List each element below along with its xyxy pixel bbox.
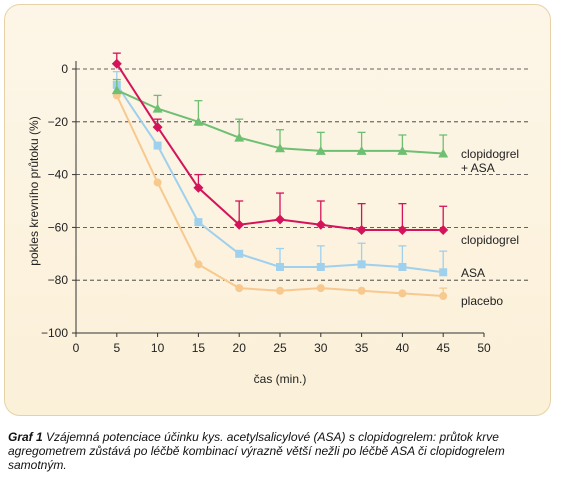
data-point [357, 286, 366, 295]
data-point [276, 263, 284, 271]
y-tick-label: −100 [41, 326, 68, 340]
data-point [316, 284, 325, 293]
chart-panel [4, 4, 551, 416]
x-tick-label: 5 [113, 341, 120, 355]
data-point [315, 219, 326, 230]
series-clopidogrel [111, 52, 449, 236]
x-tick-label: 50 [477, 341, 491, 355]
axes: 0 −20 −40 −60 −80 −100 0 5 10 15 20 25 30 35 40 45 50 [41, 61, 491, 355]
x-tick-label: 15 [192, 341, 206, 355]
grid-lines [76, 68, 530, 281]
data-point [398, 289, 407, 298]
chart: 0 −20 −40 −60 −80 −100 0 5 10 15 20 25 30 35 40 45 50 cl… [27, 52, 530, 386]
y-tick-label: 0 [61, 62, 68, 76]
data-point [398, 263, 407, 271]
series-label: ASA [461, 266, 485, 280]
data-point [193, 116, 204, 126]
caption-text: Vzájemná potenciace účinku kys. acetylsa… [8, 430, 505, 472]
data-point [234, 132, 245, 142]
data-point [315, 145, 326, 155]
data-point [193, 182, 204, 193]
x-axis-label: čas (min.) [254, 372, 307, 386]
x-tick-label: 25 [273, 341, 287, 355]
series-line [115, 84, 444, 274]
data-point [152, 103, 163, 113]
series-label: clopidogrel [461, 147, 519, 161]
data-point [234, 219, 245, 230]
data-point [397, 225, 408, 236]
data-point [276, 286, 284, 295]
y-tick-label: −40 [48, 168, 69, 182]
data-point [439, 292, 448, 301]
data-point [356, 145, 367, 155]
data-point [439, 268, 448, 277]
data-point [356, 225, 367, 236]
data-point [275, 143, 285, 153]
series-label: + ASA [461, 161, 495, 175]
x-tick-label: 40 [396, 341, 410, 355]
data-point [275, 214, 285, 225]
x-tick-label: 20 [233, 341, 247, 355]
data-point [111, 58, 122, 69]
x-tick-label: 10 [151, 341, 165, 355]
x-tick-label: 45 [437, 341, 451, 355]
data-point [438, 225, 449, 236]
data-point [235, 249, 244, 258]
x-tick-label: 0 [73, 341, 80, 355]
series-asa [112, 70, 448, 277]
data-point [153, 178, 162, 187]
x-tick-label: 35 [355, 341, 369, 355]
series-label: clopidogrel [461, 233, 519, 247]
data-point [316, 263, 325, 271]
y-axis-label: pokles krevního průtoku (%) [27, 116, 41, 265]
data-point [111, 85, 122, 95]
data-point [153, 141, 162, 150]
x-tick-label: 30 [314, 341, 328, 355]
data-point [194, 218, 203, 227]
data-point [438, 148, 449, 158]
data-point [152, 122, 163, 133]
data-point [194, 260, 203, 269]
data-point [357, 260, 366, 269]
caption-label: Graf 1 [8, 430, 43, 444]
series-label: placebo [461, 294, 503, 308]
y-tick-label: −60 [48, 220, 69, 234]
data-point [235, 284, 244, 293]
y-tick-label: −20 [48, 115, 69, 129]
series-clopidogrel-asa [111, 78, 449, 158]
figure-caption: Graf 1 Vzájemná potenciace účinku kys. a… [8, 430, 556, 472]
data-point [397, 145, 408, 155]
series-layer [111, 52, 449, 301]
y-tick-label: −80 [48, 273, 69, 287]
